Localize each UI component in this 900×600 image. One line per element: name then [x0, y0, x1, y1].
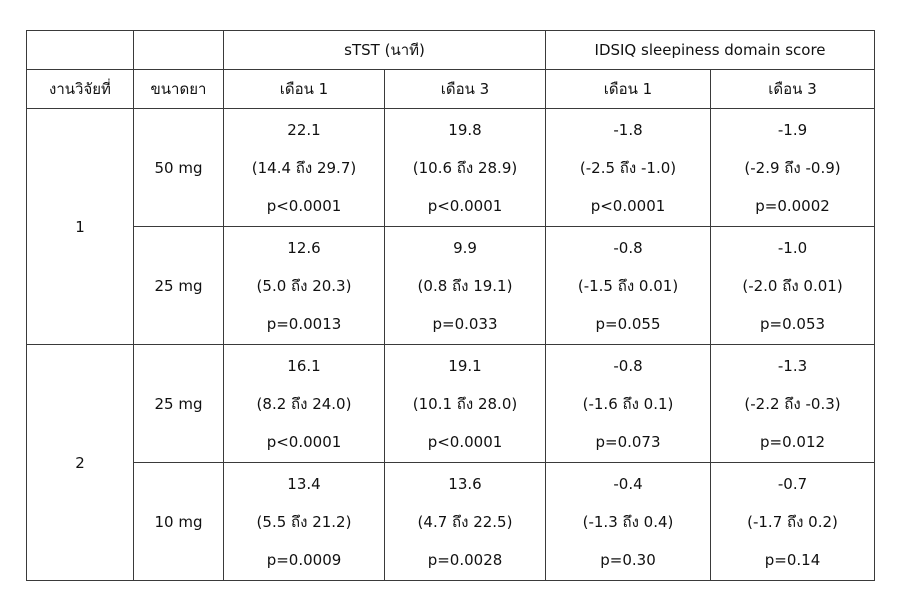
header-study: งานวิจัยที่: [26, 69, 134, 109]
p-value: p=0.073: [595, 432, 661, 451]
result-cell-idsiq-month3: -1.3 (-2.2 ถึง -0.3) p=0.012: [710, 344, 876, 463]
result-cell-stst-month1: 22.1 (14.4 ถึง 29.7) p<0.0001: [223, 108, 385, 227]
study-number-cell: 2: [26, 344, 134, 581]
confidence-interval: (-1.5 ถึง 0.01): [577, 276, 679, 295]
result-cell-idsiq-month3: -1.9 (-2.9 ถึง -0.9) p=0.0002: [710, 108, 876, 227]
confidence-interval: (-1.7 ถึง 0.2): [747, 512, 838, 531]
header-empty-cell: [26, 30, 134, 70]
estimate-value: 12.6: [287, 238, 321, 257]
table-row: 2 25 mg 16.1 (8.2 ถึง 24.0) p<0.0001 19.1 (10.…: [26, 344, 876, 581]
header-row-groups: sTST (นาที) IDSIQ sleepiness domain scor…: [26, 30, 876, 70]
estimate-value: 19.8: [448, 120, 482, 139]
confidence-interval: (-2.5 ถึง -1.0): [579, 158, 677, 177]
p-value: p=0.012: [760, 432, 826, 451]
p-value: p=0.053: [760, 314, 826, 333]
header-empty-cell: [133, 30, 224, 70]
header-stst-month3: เดือน 3: [383, 69, 547, 109]
table-row: 10 mg 13.4 (5.5 ถึง 21.2) p=0.0009 13.6 (4.7 …: [27, 462, 876, 581]
estimate-value: 16.1: [287, 356, 321, 375]
result-cell-idsiq-month1: -0.8 (-1.5 ถึง 0.01) p=0.055: [545, 226, 712, 345]
estimate-value: -1.9: [777, 120, 808, 139]
header-row-columns: งานวิจัยที่ ขนาดยา เดือน 1 เดือน 3 เดือน…: [26, 69, 876, 109]
confidence-interval: (14.4 ถึง 29.7): [251, 158, 357, 177]
result-cell-idsiq-month1: -0.4 (-1.3 ถึง 0.4) p=0.30: [545, 462, 712, 581]
p-value: p=0.055: [595, 314, 661, 333]
table-row: 25 mg 12.6 (5.0 ถึง 20.3) p=0.0013 9.9 (0.8 ถ…: [27, 226, 876, 345]
estimate-value: 13.6: [448, 474, 482, 493]
p-value: p=0.0013: [266, 314, 342, 333]
result-cell-stst-month1: 12.6 (5.0 ถึง 20.3) p=0.0013: [223, 226, 385, 345]
confidence-interval: (-2.2 ถึง -0.3): [744, 394, 841, 413]
estimate-value: 22.1: [287, 120, 321, 139]
p-value: p<0.0001: [266, 196, 342, 215]
confidence-interval: (10.6 ถึง 28.9): [412, 158, 518, 177]
estimate-value: -1.8: [613, 120, 643, 139]
study-rows: 1 50 mg 22.1 (14.4 ถึง 29.7) p<0.0001 19.8 (10…: [26, 108, 876, 581]
result-cell-stst-month3: 19.1 (10.1 ถึง 28.0) p<0.0001: [383, 344, 547, 463]
confidence-interval: (0.8 ถึง 19.1): [417, 276, 513, 295]
p-value: p<0.0001: [427, 196, 503, 215]
p-value: p<0.0001: [590, 196, 666, 215]
header-stst-month1: เดือน 1: [223, 69, 385, 109]
p-value: p<0.0001: [266, 432, 342, 451]
p-value: p=0.0002: [755, 196, 830, 215]
p-value: p=0.033: [432, 314, 498, 333]
estimate-value: -0.4: [613, 474, 643, 493]
confidence-interval: (10.1 ถึง 28.0): [412, 394, 518, 413]
confidence-interval: (-2.9 ถึง -0.9): [744, 158, 841, 177]
header-group-idsiq: IDSIQ sleepiness domain score: [545, 30, 876, 70]
estimate-value: -1.0: [777, 238, 808, 257]
dose-cell: 25 mg: [133, 344, 224, 463]
dose-cell: 10 mg: [133, 462, 224, 581]
result-cell-idsiq-month3: -1.0 (-2.0 ถึง 0.01) p=0.053: [710, 226, 876, 345]
result-cell-idsiq-month1: -0.8 (-1.6 ถึง 0.1) p=0.073: [545, 344, 712, 463]
estimate-value: -0.8: [613, 356, 643, 375]
confidence-interval: (-1.6 ถึง 0.1): [582, 394, 674, 413]
dose-cell: 25 mg: [133, 226, 224, 345]
confidence-interval: (8.2 ถึง 24.0): [256, 394, 352, 413]
header-idsiq-month3: เดือน 3: [710, 69, 876, 109]
confidence-interval: (-2.0 ถึง 0.01): [742, 276, 843, 295]
p-value: p=0.14: [764, 550, 821, 569]
estimate-value: -0.7: [777, 474, 808, 493]
result-cell-stst-month1: 16.1 (8.2 ถึง 24.0) p<0.0001: [223, 344, 385, 463]
estimate-value: 19.1: [448, 356, 482, 375]
p-value: p=0.0009: [266, 550, 342, 569]
result-cell-stst-month3: 13.6 (4.7 ถึง 22.5) p=0.0028: [383, 462, 547, 581]
estimate-value: -0.8: [613, 238, 643, 257]
result-cell-stst-month3: 19.8 (10.6 ถึง 28.9) p<0.0001: [383, 108, 547, 227]
p-value: p=0.0028: [427, 550, 503, 569]
p-value: p<0.0001: [427, 432, 503, 451]
result-cell-idsiq-month3: -0.7 (-1.7 ถึง 0.2) p=0.14: [710, 462, 876, 581]
result-cell-stst-month3: 9.9 (0.8 ถึง 19.1) p=0.033: [383, 226, 547, 345]
confidence-interval: (-1.3 ถึง 0.4): [582, 512, 674, 531]
confidence-interval: (5.5 ถึง 21.2): [256, 512, 352, 531]
study-number-cell: 1: [26, 108, 134, 345]
result-cell-idsiq-month1: -1.8 (-2.5 ถึง -1.0) p<0.0001: [545, 108, 712, 227]
results-table: sTST (นาที) IDSIQ sleepiness domain scor…: [26, 30, 876, 581]
header-idsiq-month1: เดือน 1: [545, 69, 712, 109]
confidence-interval: (4.7 ถึง 22.5): [417, 512, 513, 531]
p-value: p=0.30: [600, 550, 656, 569]
result-cell-stst-month1: 13.4 (5.5 ถึง 21.2) p=0.0009: [223, 462, 385, 581]
header-group-stst: sTST (นาที): [222, 30, 547, 70]
estimate-value: -1.3: [777, 356, 808, 375]
dose-cell: 50 mg: [133, 108, 224, 227]
confidence-interval: (5.0 ถึง 20.3): [256, 276, 352, 295]
table-row: 1 50 mg 22.1 (14.4 ถึง 29.7) p<0.0001 19.8 (10…: [26, 108, 876, 345]
estimate-value: 13.4: [287, 474, 321, 493]
estimate-value: 9.9: [453, 238, 477, 257]
header-dose: ขนาดยา: [133, 69, 224, 109]
